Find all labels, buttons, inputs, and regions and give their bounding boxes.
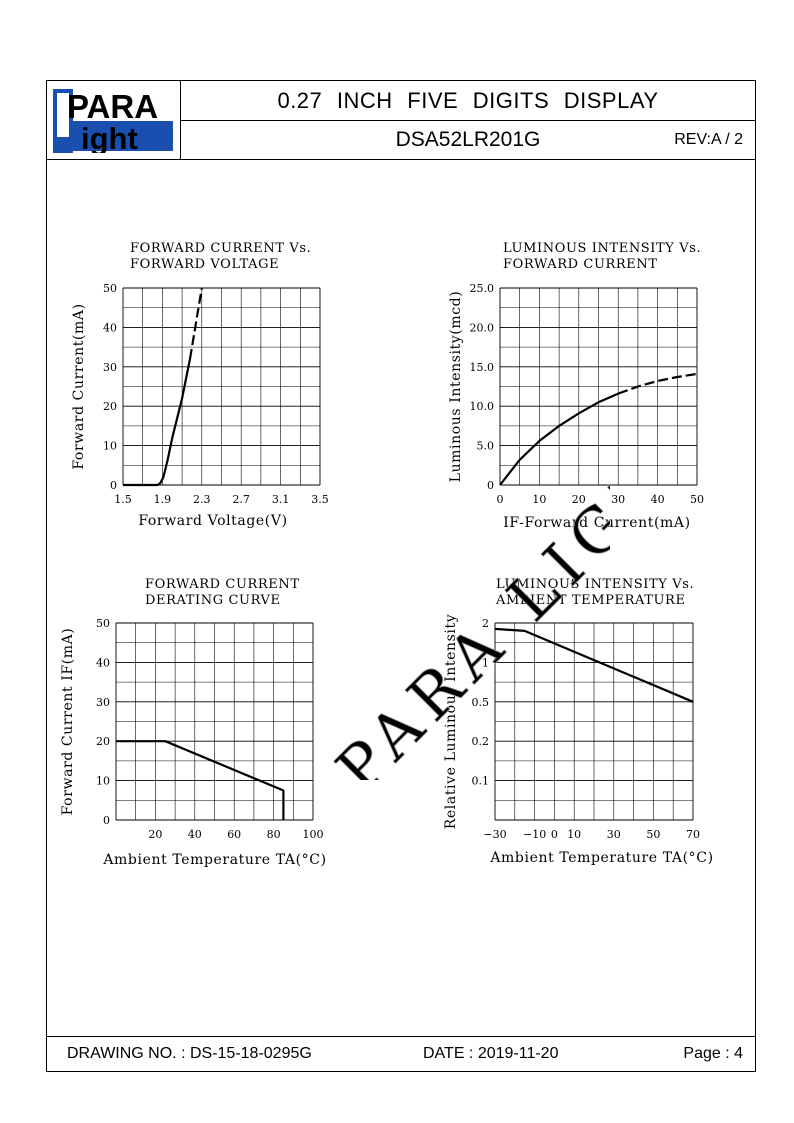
x-tick-label: 1.5 [114,493,132,506]
y-tick-label: 10 [96,775,110,788]
chart-title-line: FORWARD CURRENT [503,257,658,272]
y-tick-label: 0.5 [472,696,490,709]
y-tick-label: 1 [482,656,489,669]
x-axis-label: Ambient Temperature TA(°C) [102,852,326,868]
x-tick-label: 2.3 [193,493,211,506]
logo-text-ight: ight [81,121,138,153]
x-tick-label: 1.9 [154,493,172,506]
x-tick-label: 0 [551,828,558,841]
x-tick-label: 2.7 [232,493,250,506]
y-tick-label: 50 [103,282,117,295]
x-tick-label: 3.5 [311,493,329,506]
y-tick-label: 30 [103,361,117,374]
x-tick-label: 20 [148,828,162,841]
chart-title-line: AMBIENT TEMPERATURE [495,593,686,608]
y-tick-label: 20 [103,400,117,413]
x-tick-label: 50 [646,828,660,841]
y-axis-label: Relative Luminous Intensity [443,614,459,829]
x-tick-label: 10 [532,493,546,506]
series-line-1 [123,358,192,487]
document-title: 0.27 INCH FIVE DIGITS DISPLAY [181,81,755,121]
y-tick-label: 15.0 [470,361,495,374]
y-tick-label: 0.2 [472,735,490,748]
brand-logo: PARA ight [47,81,181,159]
y-axis-label: Forward Current IF(mA) [60,628,76,816]
drawing-number: DRAWING NO. : DS-15-18-0295G [67,1045,312,1062]
x-tick-label: 50 [690,493,704,506]
chart-1: FORWARD CURRENT Vs.FORWARD VOLTAGE 1.5 1.9… [71,241,329,529]
chart-title-line: FORWARD CURRENT Vs. [130,241,311,256]
y-tick-label: 25.0 [470,282,495,295]
chart-2: LUMINOUS INTENSITY Vs.FORWARD CURRENT 0 10… [448,241,704,531]
x-axis-label: Ambient Temperature TA(°C) [489,850,713,866]
x-tick-label: 80 [267,828,281,841]
page-number: Page : 4 [683,1045,743,1062]
x-tick-label: 20 [572,493,586,506]
header-divider [47,159,755,160]
x-tick-label: 30 [611,493,625,506]
footer-divider [47,1036,755,1037]
y-tick-label: 2 [482,617,489,630]
drawing-frame: PARA ight 0.27 INCH FIVE DIGITS DISPLAY … [46,80,756,1072]
x-tick-label: 100 [303,828,324,841]
x-axis-label: IF-Forward Current(mA) [503,515,690,531]
y-axis-label: Luminous Intensity(mcd) [448,291,464,483]
series-line-1 [499,392,619,486]
x-tick-label: 40 [188,828,202,841]
x-tick-label: 40 [651,493,665,506]
y-tick-label: 20 [96,735,110,748]
chart-title-line: FORWARD VOLTAGE [130,257,279,272]
chart-title-line: LUMINOUS INTENSITY Vs. [496,577,694,592]
series-line-1 [116,740,285,820]
x-tick-label: 30 [607,828,621,841]
y-tick-label: 0.1 [472,775,490,788]
series-line-1 [494,627,694,703]
x-tick-label: 70 [686,828,700,841]
chart-title-line: DERATING CURVE [145,593,281,608]
y-tick-label: 0 [103,814,110,827]
y-tick-label: 40 [96,656,110,669]
y-tick-label: 0 [487,479,494,492]
y-tick-label: 40 [103,321,117,334]
x-tick-label: 10 [567,828,581,841]
x-tick-label: 0 [497,493,504,506]
chart-title-line: FORWARD CURRENT [145,577,300,592]
para-light-logo-icon: PARA ight [53,88,173,153]
chart-4: LUMINOUS INTENSITY Vs.AMBIENT TEMPERATUR… [443,577,713,866]
x-tick-label: −30 [483,828,506,841]
y-tick-label: 10.0 [470,400,495,413]
x-axis-label: Forward Voltage(V) [138,513,287,529]
y-tick-label: 10 [103,440,117,453]
y-tick-label: 50 [96,617,110,630]
y-tick-label: 0 [110,479,117,492]
x-tick-label: −10 [523,828,546,841]
revision-label: REV:A / 2 [674,131,743,148]
y-tick-label: 30 [96,696,110,709]
x-tick-label: 60 [227,828,241,841]
logo-text-para: PARA [67,88,158,125]
y-tick-label: 5.0 [477,440,495,453]
y-axis-label: Forward Current(mA) [71,303,87,469]
drawing-date: DATE : 2019-11-20 [423,1045,559,1062]
chart-title-line: LUMINOUS INTENSITY Vs. [503,241,701,256]
x-tick-label: 3.1 [272,493,290,506]
series-line-2 [188,287,203,360]
y-tick-label: 20.0 [470,321,495,334]
part-number: DSA52LR201G [395,128,541,151]
